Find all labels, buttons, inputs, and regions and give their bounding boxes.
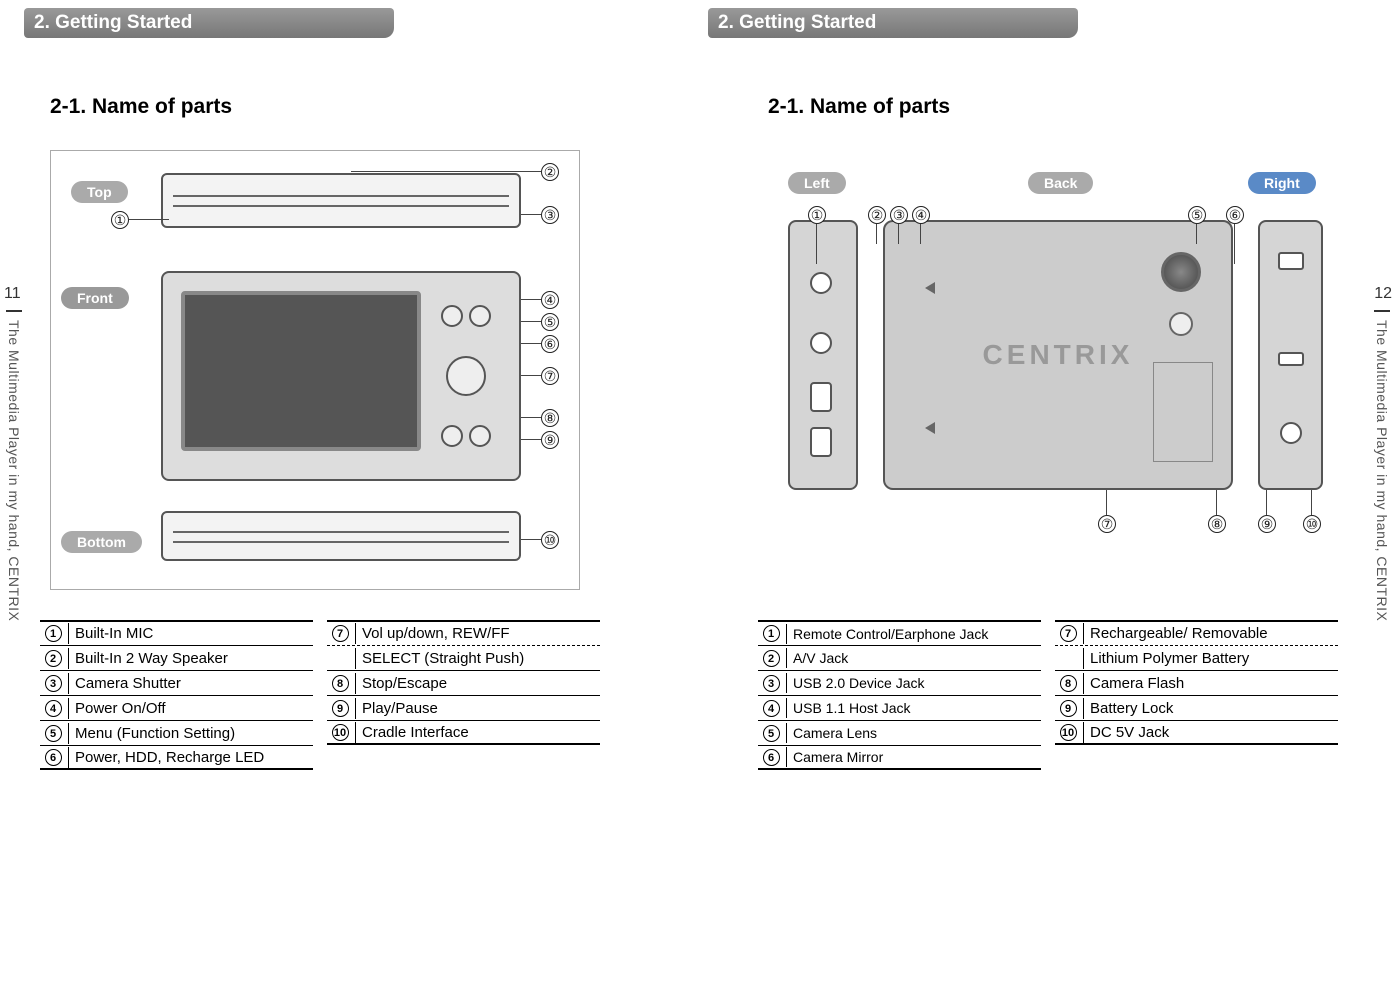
view-label-front: Front	[61, 287, 129, 309]
callout-5: ⑤	[1188, 206, 1206, 224]
page-number: 11	[4, 285, 21, 303]
camera-lens-icon	[1161, 252, 1201, 292]
parts-col-1: 1Remote Control/Earphone Jack 2A/V Jack …	[758, 620, 1041, 770]
callout-5: ⑤	[541, 313, 559, 331]
table-row: 8Stop/Escape	[327, 670, 600, 695]
callout-4: ④	[912, 206, 930, 224]
view-label-top: Top	[71, 181, 128, 203]
side-brand-text: The Multimedia Player in my hand, CENTRI…	[1374, 310, 1390, 621]
device-screen	[181, 291, 421, 451]
table-row: 5Camera Lens	[758, 720, 1041, 745]
table-row: 2A/V Jack	[758, 645, 1041, 670]
camera-mirror-icon	[1169, 312, 1193, 336]
view-label-left: Left	[788, 172, 846, 194]
callout-3: ③	[890, 206, 908, 224]
camera-flash-area	[1153, 362, 1213, 462]
table-row: 1Remote Control/Earphone Jack	[758, 620, 1041, 645]
side-brand-text: The Multimedia Player in my hand, CENTRI…	[6, 310, 22, 621]
table-row: 7Vol up/down, REW/FF	[327, 620, 600, 645]
callout-7: ⑦	[541, 367, 559, 385]
callout-1: ①	[111, 211, 129, 229]
callout-1: ①	[808, 206, 826, 224]
table-row: 4USB 1.1 Host Jack	[758, 695, 1041, 720]
device-bottom-view	[161, 511, 521, 561]
table-row: 2Built-In 2 Way Speaker	[40, 645, 313, 670]
callout-10: ⑩	[1303, 515, 1321, 533]
parts-col-1: 1Built-In MIC 2Built-In 2 Way Speaker 3C…	[40, 620, 313, 770]
device-diagram-left: Top Front Bottom ① ② ③ ④ ⑤ ⑥ ⑦ ⑧ ⑨	[50, 150, 580, 590]
callout-6: ⑥	[1226, 206, 1244, 224]
callout-7: ⑦	[1098, 515, 1116, 533]
table-row: 5Menu (Function Setting)	[40, 720, 313, 745]
table-row: 4Power On/Off	[40, 695, 313, 720]
parts-col-2: 7Vol up/down, REW/FF SELECT (Straight Pu…	[327, 620, 600, 770]
table-row: 10DC 5V Jack	[1055, 720, 1338, 745]
parts-table-left-page: 1Built-In MIC 2Built-In 2 Way Speaker 3C…	[40, 620, 600, 770]
callout-8: ⑧	[1208, 515, 1226, 533]
device-front-view	[161, 271, 521, 481]
device-top-view	[161, 173, 521, 228]
table-row: 6Camera Mirror	[758, 745, 1041, 770]
device-back-view: CENTRIX	[883, 220, 1233, 490]
callout-10: ⑩	[541, 531, 559, 549]
callout-6: ⑥	[541, 335, 559, 353]
callout-2: ②	[541, 163, 559, 181]
device-brand-text: CENTRIX	[983, 339, 1134, 371]
section-subtitle: 2-1. Name of parts	[50, 95, 232, 119]
table-row: 9Battery Lock	[1055, 695, 1338, 720]
table-row: 7Rechargeable/ Removable	[1055, 620, 1338, 645]
table-row: 1Built-In MIC	[40, 620, 313, 645]
callout-4: ④	[541, 291, 559, 309]
parts-col-2: 7Rechargeable/ Removable Lithium Polymer…	[1055, 620, 1338, 770]
section-header: 2. Getting Started	[24, 8, 394, 38]
callout-2: ②	[868, 206, 886, 224]
callout-9: ⑨	[541, 431, 559, 449]
table-row: 9Play/Pause	[327, 695, 600, 720]
callout-9: ⑨	[1258, 515, 1276, 533]
callout-3: ③	[541, 206, 559, 224]
manual-page-11: 2. Getting Started 2-1. Name of parts 11…	[0, 0, 698, 993]
device-right-side-view	[1258, 220, 1323, 490]
manual-page-12: 2. Getting Started 2-1. Name of parts 12…	[698, 0, 1396, 993]
view-label-back: Back	[1028, 172, 1093, 194]
view-label-right: Right	[1248, 172, 1316, 194]
callout-8: ⑧	[541, 409, 559, 427]
table-row: Lithium Polymer Battery	[1055, 645, 1338, 670]
device-left-side-view	[788, 220, 858, 490]
page-number: 12	[1374, 285, 1392, 303]
table-row: SELECT (Straight Push)	[327, 645, 600, 670]
table-row: 3USB 2.0 Device Jack	[758, 670, 1041, 695]
device-controls	[431, 291, 501, 461]
table-row: 10Cradle Interface	[327, 720, 600, 745]
table-row: 6Power, HDD, Recharge LED	[40, 745, 313, 770]
section-subtitle: 2-1. Name of parts	[768, 95, 950, 119]
table-row: 3Camera Shutter	[40, 670, 313, 695]
table-row: 8Camera Flash	[1055, 670, 1338, 695]
view-label-bottom: Bottom	[61, 531, 142, 553]
parts-table-right-page: 1Remote Control/Earphone Jack 2A/V Jack …	[758, 620, 1338, 770]
section-header: 2. Getting Started	[708, 8, 1078, 38]
device-diagram-right: Left Back Right CENTRIX ① ② ③ ④ ⑤ ⑥ ⑦ ⑧	[748, 160, 1278, 560]
